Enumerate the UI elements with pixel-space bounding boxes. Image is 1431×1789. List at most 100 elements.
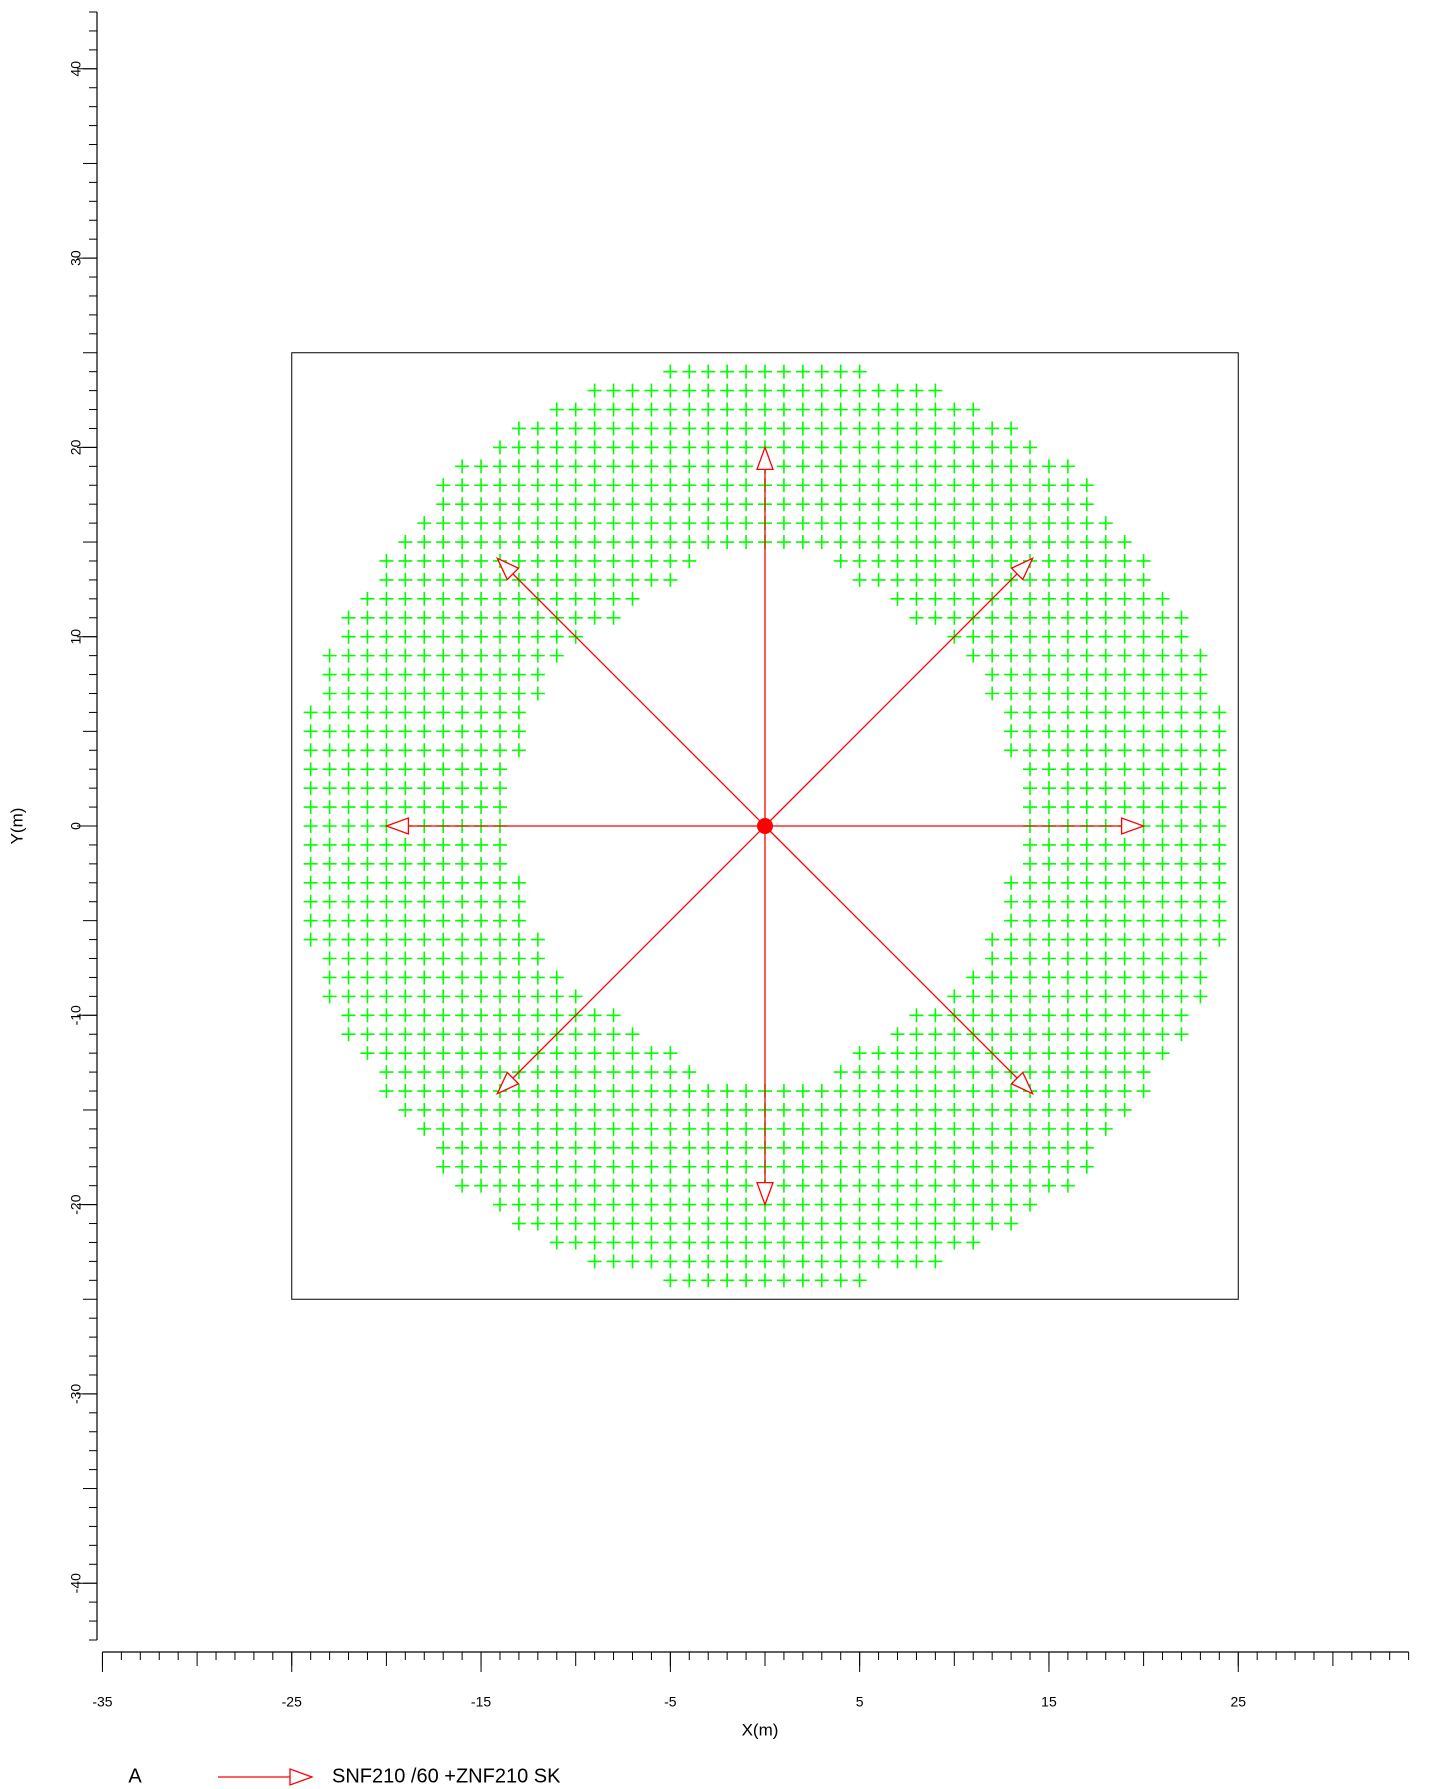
- grid-point: [776, 1084, 791, 1099]
- grid-point: [1004, 440, 1019, 455]
- grid-point: [1079, 1008, 1094, 1023]
- grid-point: [852, 1254, 867, 1269]
- grid-point: [814, 459, 829, 474]
- grid-point: [379, 724, 394, 739]
- grid-point: [776, 1254, 791, 1269]
- grid-point: [966, 1159, 981, 1174]
- grid-point: [417, 1046, 432, 1061]
- grid-point: [814, 1178, 829, 1193]
- grid-point: [511, 1121, 526, 1136]
- grid-point: [1004, 553, 1019, 568]
- grid-point: [1060, 1065, 1075, 1080]
- grid-point: [644, 402, 659, 417]
- grid-point: [663, 1102, 678, 1117]
- grid-point: [492, 724, 507, 739]
- grid-point: [360, 932, 375, 947]
- grid-point: [1098, 667, 1113, 682]
- grid-point: [341, 629, 356, 644]
- x-tick-label: 5: [856, 1694, 864, 1710]
- grid-point: [852, 364, 867, 379]
- grid-point: [966, 421, 981, 436]
- grid-point: [795, 1178, 810, 1193]
- grid-point: [682, 1216, 697, 1231]
- grid-point: [606, 1254, 621, 1269]
- grid-point: [379, 800, 394, 815]
- grid-point: [776, 1178, 791, 1193]
- grid-point: [739, 421, 754, 436]
- grid-point: [1212, 932, 1227, 947]
- grid-point: [587, 402, 602, 417]
- grid-point: [701, 383, 716, 398]
- grid-point: [852, 1084, 867, 1099]
- grid-point: [814, 364, 829, 379]
- grid-point: [947, 1065, 962, 1080]
- grid-point: [1004, 1027, 1019, 1042]
- grid-point: [1136, 989, 1151, 1004]
- grid-point: [1041, 478, 1056, 493]
- grid-point: [852, 553, 867, 568]
- grid-point: [530, 1027, 545, 1042]
- grid-point: [1079, 497, 1094, 512]
- grid-point: [568, 516, 583, 531]
- grid-point: [606, 1084, 621, 1099]
- grid-point: [682, 478, 697, 493]
- grid-point: [1193, 951, 1208, 966]
- grid-point: [720, 516, 735, 531]
- grid-point: [682, 553, 697, 568]
- grid-point: [1060, 724, 1075, 739]
- grid-point: [795, 1216, 810, 1231]
- grid-point: [341, 800, 356, 815]
- grid-point: [682, 1102, 697, 1117]
- grid-point: [1060, 837, 1075, 852]
- grid-point: [322, 781, 337, 796]
- grid-point: [1041, 535, 1056, 550]
- grid-point: [1060, 913, 1075, 928]
- grid-point: [436, 516, 451, 531]
- grid-point: [322, 951, 337, 966]
- grid-point: [871, 402, 886, 417]
- grid-point: [644, 1121, 659, 1136]
- grid-point: [985, 951, 1000, 966]
- grid-point: [1136, 837, 1151, 852]
- grid-point: [379, 932, 394, 947]
- grid-point: [890, 459, 905, 474]
- grid-point: [587, 1121, 602, 1136]
- grid-point: [379, 610, 394, 625]
- grid-point: [492, 667, 507, 682]
- grid-point: [966, 1008, 981, 1023]
- grid-point: [985, 1216, 1000, 1231]
- grid-point: [436, 1027, 451, 1042]
- grid-point: [530, 1140, 545, 1155]
- grid-point: [379, 572, 394, 587]
- grid-point: [1098, 913, 1113, 928]
- grid-point: [966, 478, 981, 493]
- grid-point: [1174, 894, 1189, 909]
- grid-point: [474, 1178, 489, 1193]
- grid-point: [455, 610, 470, 625]
- grid-point: [474, 932, 489, 947]
- grid-point: [776, 402, 791, 417]
- grid-point: [379, 875, 394, 890]
- grid-point: [436, 535, 451, 550]
- arrow-shaft: [764, 573, 1018, 827]
- grid-point: [474, 591, 489, 606]
- grid-point: [625, 1159, 640, 1174]
- grid-point: [644, 1235, 659, 1250]
- grid-point: [644, 516, 659, 531]
- grid-point: [947, 989, 962, 1004]
- grid-point: [1004, 1197, 1019, 1212]
- grid-point: [492, 1121, 507, 1136]
- grid-point: [1023, 894, 1038, 909]
- grid-point: [928, 1216, 943, 1231]
- grid-point: [568, 1102, 583, 1117]
- grid-point: [776, 1159, 791, 1174]
- grid-point: [587, 1046, 602, 1061]
- grid-point: [682, 1197, 697, 1212]
- grid-point: [1117, 762, 1132, 777]
- grid-point: [739, 1178, 754, 1193]
- grid-point: [436, 856, 451, 871]
- grid-point: [871, 553, 886, 568]
- grid-point: [701, 1254, 716, 1269]
